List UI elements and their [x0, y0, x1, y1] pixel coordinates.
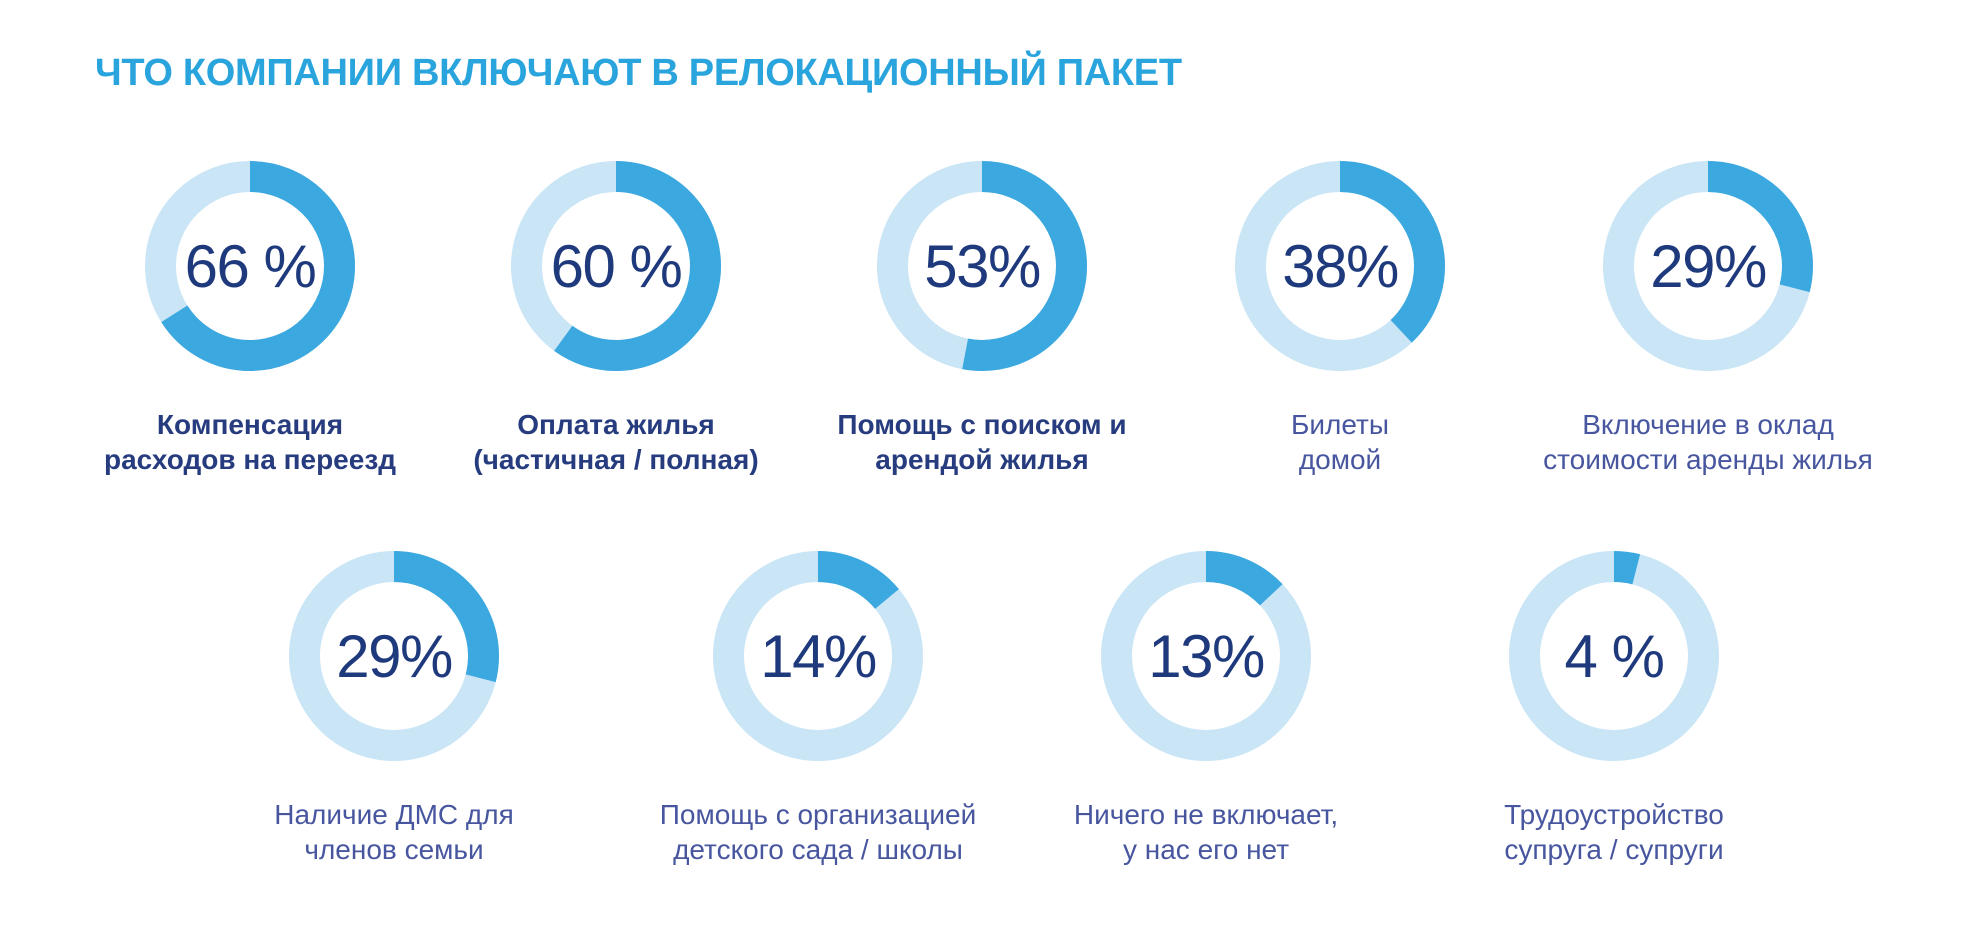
donut-wrap: 38% [1235, 161, 1445, 371]
donut-chart [1101, 551, 1311, 761]
donut-label: Включение в оклад стоимости аренды жилья [1518, 407, 1898, 477]
donut-ring-value [713, 551, 923, 761]
donut-wrap: 14% [713, 551, 923, 761]
donut-wrap: 66 % [145, 161, 355, 371]
donut-value: 29% [1650, 232, 1767, 300]
donut-ring-value [1509, 551, 1719, 761]
donut-label-line1: Компенсация [156, 409, 344, 440]
donut-chart [1235, 161, 1445, 371]
donut-label-line2: детского сада / школы [673, 834, 963, 865]
donut-ring-value [145, 161, 355, 371]
donut-item-housing-search: 53% Помощь с поиском и арендой жилья [792, 161, 1172, 477]
donut-wrap: 29% [1603, 161, 1813, 371]
donut-label: Билеты домой [1150, 407, 1530, 477]
donut-label-line2: домой [1298, 444, 1382, 475]
donut-chart [289, 551, 499, 761]
donut-label-line1: Помощь с поиском и [837, 409, 1127, 440]
donut-label-line1: Наличие ДМС для [274, 799, 514, 830]
page-title: ЧТО КОМПАНИИ ВКЛЮЧАЮТ В РЕЛОКАЦИОННЫЙ ПА… [95, 52, 1182, 94]
donut-value: 13% [1148, 622, 1265, 690]
donut-ring-value [877, 161, 1087, 371]
donut-label: Ничего не включает, у нас его нет [1016, 797, 1396, 867]
donut-label-line2: членов семьи [304, 834, 484, 865]
donut-wrap: 53% [877, 161, 1087, 371]
donut-ring-value [1235, 161, 1445, 371]
donut-chart [145, 161, 355, 371]
donut-label: Помощь с организацией детского сада / шк… [628, 797, 1008, 867]
donut-value: 60 % [550, 232, 683, 300]
donut-chart [511, 161, 721, 371]
donut-item-rent-in-salary: 29% Включение в оклад стоимости аренды ж… [1518, 161, 1898, 477]
donut-item-housing-payment: 60 % Оплата жилья (частичная / полная) [426, 161, 806, 477]
donut-value: 14% [760, 622, 877, 690]
donut-label-line2: (частичная / полная) [473, 444, 759, 475]
donut-wrap: 29% [289, 551, 499, 761]
donut-ring-value [511, 161, 721, 371]
donut-wrap: 4 % [1509, 551, 1719, 761]
donut-label-line1: Помощь с организацией [659, 799, 977, 830]
donut-ring-value [289, 551, 499, 761]
donut-label-line2: стоимости аренды жилья [1543, 444, 1873, 475]
donut-label-line1: Трудоустройство [1504, 799, 1724, 830]
donut-chart [713, 551, 923, 761]
donut-label: Трудоустройство супруга / супруги [1424, 797, 1804, 867]
donut-chart [1603, 161, 1813, 371]
donut-chart [877, 161, 1087, 371]
donut-label-line1: Включение в оклад [1582, 409, 1834, 440]
donut-item-nothing-included: 13% Ничего не включает, у нас его нет [1016, 551, 1396, 867]
donut-item-family-dms: 29% Наличие ДМС для членов семьи [204, 551, 584, 867]
donut-label-line2: супруга / супруги [1504, 834, 1724, 865]
donut-wrap: 13% [1101, 551, 1311, 761]
donut-label: Наличие ДМС для членов семьи [204, 797, 584, 867]
donut-value: 29% [336, 622, 453, 690]
donut-value: 38% [1282, 232, 1399, 300]
donut-ring-value [1603, 161, 1813, 371]
donut-label-line2: арендой жилья [875, 444, 1089, 475]
donut-item-kindergarten-school: 14% Помощь с организацией детского сада … [628, 551, 1008, 867]
donut-label-line1: Оплата жилья [517, 409, 715, 440]
donut-item-tickets-home: 38% Билеты домой [1150, 161, 1530, 477]
donut-ring-value [1101, 551, 1311, 761]
donut-value: 53% [924, 232, 1041, 300]
donut-label-line2: у нас его нет [1122, 834, 1290, 865]
donut-label-line1: Билеты [1291, 409, 1389, 440]
donut-chart [1509, 551, 1719, 761]
donut-label: Помощь с поиском и арендой жилья [792, 407, 1172, 477]
donut-item-compensation: 66 % Компенсация расходов на переезд [60, 161, 440, 477]
donut-item-spouse-employment: 4 % Трудоустройство супруга / супруги [1424, 551, 1804, 867]
donut-label: Компенсация расходов на переезд [60, 407, 440, 477]
donut-value: 4 % [1564, 622, 1665, 690]
donut-label-line2: расходов на переезд [103, 444, 397, 475]
donut-label-line1: Ничего не включает, [1073, 799, 1339, 830]
donut-wrap: 60 % [511, 161, 721, 371]
donut-value: 66 % [184, 232, 317, 300]
donut-label: Оплата жилья (частичная / полная) [426, 407, 806, 477]
